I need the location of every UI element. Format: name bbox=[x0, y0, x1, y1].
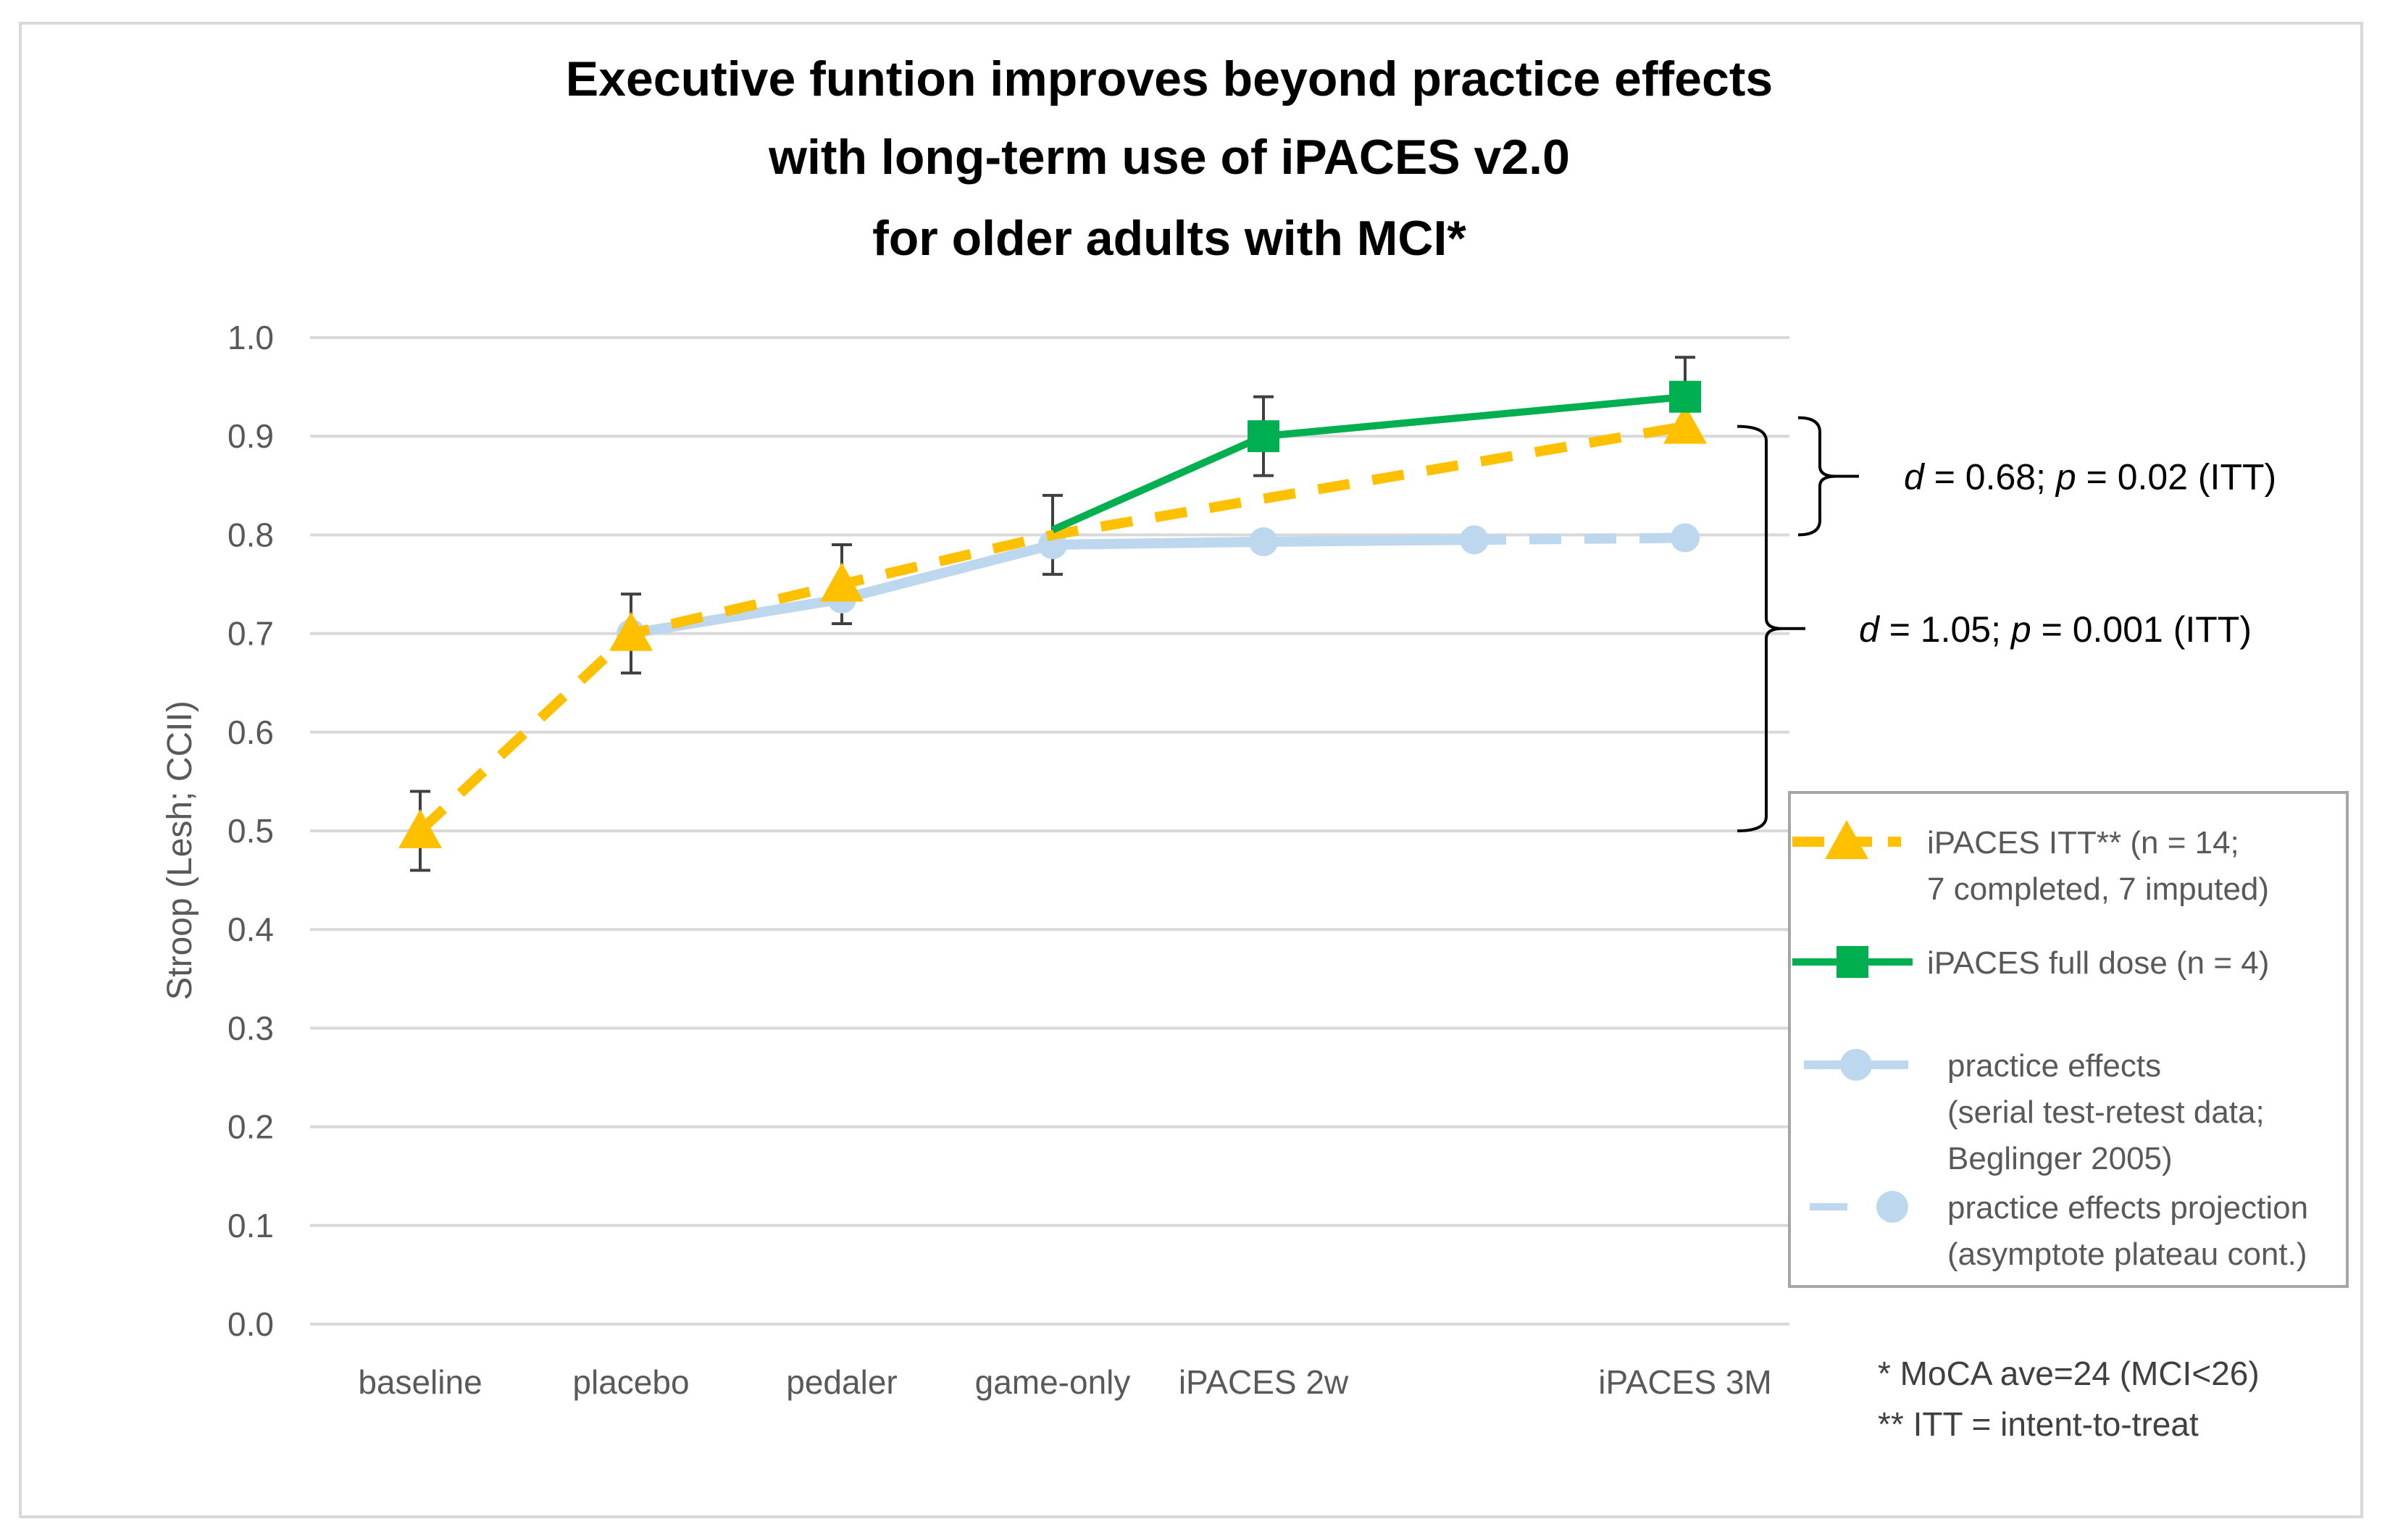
legend-entry-text: iPACES ITT** (n = 14; bbox=[1927, 825, 2239, 861]
data-point-marker bbox=[1249, 527, 1278, 556]
annotation-part: p bbox=[2055, 456, 2076, 497]
y-tick-label: 0.4 bbox=[227, 911, 274, 948]
x-tick-label: pedaler bbox=[786, 1363, 897, 1401]
legend-marker bbox=[1876, 1191, 1908, 1223]
legend-marker bbox=[1837, 946, 1868, 978]
y-tick-label: 0.3 bbox=[227, 1009, 274, 1047]
y-tick-label: 0.5 bbox=[227, 812, 274, 850]
annotation-part: p bbox=[2010, 609, 2031, 650]
footnotes: * MoCA ave=24 (MCI<26) ** ITT = intent-to… bbox=[1878, 1355, 2260, 1443]
x-tick-label: placebo bbox=[572, 1363, 689, 1401]
series-2 bbox=[617, 525, 1489, 648]
data-point-marker bbox=[609, 611, 653, 651]
series bbox=[398, 380, 1707, 848]
series-0 bbox=[398, 404, 1707, 848]
y-tick-label: 0.6 bbox=[227, 713, 274, 751]
series-line bbox=[417, 421, 1687, 835]
y-tick-label: 0.1 bbox=[227, 1207, 274, 1244]
legend-marker bbox=[1825, 820, 1868, 859]
legend-entry-text: (serial test-retest data; bbox=[1947, 1095, 2265, 1130]
gridlines bbox=[310, 336, 1789, 1326]
title-line-3: for older adults with MCI* bbox=[872, 211, 1466, 266]
series-1 bbox=[1050, 380, 1701, 534]
bracket-small bbox=[1797, 416, 1837, 537]
y-tick-label: 0.2 bbox=[227, 1108, 274, 1146]
y-tick-label: 0.8 bbox=[227, 516, 274, 553]
y-axis-label: Stroop (Lesh; CCII) bbox=[161, 700, 199, 1000]
annotations: d = 0.68; p = 0.02 (ITT)d = 1.05; p = 0.… bbox=[1737, 416, 2276, 832]
legend-entry-text: (asymptote plateau cont.) bbox=[1947, 1236, 2307, 1272]
data-point-marker bbox=[1671, 523, 1700, 553]
y-tick-label: 0.7 bbox=[227, 615, 274, 653]
legend-entry-text: iPACES full dose (n = 4) bbox=[1927, 945, 2269, 981]
legend-entry-text: practice effects bbox=[1947, 1048, 2161, 1084]
error-bars bbox=[410, 356, 1695, 872]
footnote: ** ITT = intent-to-treat bbox=[1878, 1405, 2199, 1443]
legend-entry-text: practice effects projection bbox=[1947, 1190, 2308, 1226]
data-point-marker bbox=[820, 562, 864, 602]
annotation-small: d = 0.68; p = 0.02 (ITT) bbox=[1904, 456, 2276, 497]
annotation-large: d = 1.05; p = 0.001 (ITT) bbox=[1859, 609, 2252, 650]
annotation-part: = 0.02 (ITT) bbox=[2076, 456, 2276, 497]
chart-title: Executive funtion improves beyond practi… bbox=[566, 51, 1773, 266]
x-tick-label: iPACES 2w bbox=[1179, 1363, 1349, 1401]
annotation-part: = 1.05; bbox=[1879, 609, 2011, 650]
legend-entry-text: 7 completed, 7 imputed) bbox=[1927, 871, 2269, 907]
annotation-part: d bbox=[1859, 609, 1881, 650]
series-line bbox=[1474, 532, 1686, 545]
data-point-marker bbox=[398, 809, 442, 848]
title-line-2: with long-term use of iPACES v2.0 bbox=[768, 130, 1570, 185]
data-point-marker bbox=[1669, 380, 1701, 413]
y-tick-labels: 0.0 0.1 0.2 0.3 0.4 0.5 0.6 0.7 0.8 0.9 1.0 bbox=[227, 319, 274, 1343]
x-tick-label: game-only bbox=[975, 1363, 1131, 1401]
data-point-marker bbox=[1663, 404, 1707, 444]
x-tick-label: baseline bbox=[358, 1363, 482, 1401]
y-tick-label: 1.0 bbox=[227, 319, 274, 356]
y-tick-label: 0.0 bbox=[227, 1305, 274, 1343]
data-point-marker bbox=[1248, 420, 1279, 453]
chart-frame bbox=[19, 22, 2363, 1518]
footnote: * MoCA ave=24 (MCI<26) bbox=[1878, 1355, 2260, 1392]
x-tick-labels: baseline placebo pedaler game-only iPACES 2w… bbox=[358, 1363, 1771, 1401]
title-line-1: Executive funtion improves beyond practi… bbox=[566, 51, 1773, 106]
x-tick-label: iPACES 3M bbox=[1598, 1363, 1771, 1401]
series-3 bbox=[1474, 523, 1700, 553]
legend-marker bbox=[1840, 1049, 1872, 1081]
legend: iPACES ITT** (n = 14; 7 completed, 7 impu… bbox=[1788, 791, 2349, 1288]
legend-entry-text: Beglinger 2005) bbox=[1947, 1141, 2173, 1176]
bracket-large bbox=[1737, 424, 1783, 832]
annotation-part: d bbox=[1904, 456, 1926, 497]
annotation-part: = 0.001 (ITT) bbox=[2031, 609, 2252, 650]
annotation-part: = 0.68; bbox=[1924, 456, 2056, 497]
series-line bbox=[1050, 393, 1686, 534]
y-tick-label: 0.9 bbox=[227, 417, 274, 455]
